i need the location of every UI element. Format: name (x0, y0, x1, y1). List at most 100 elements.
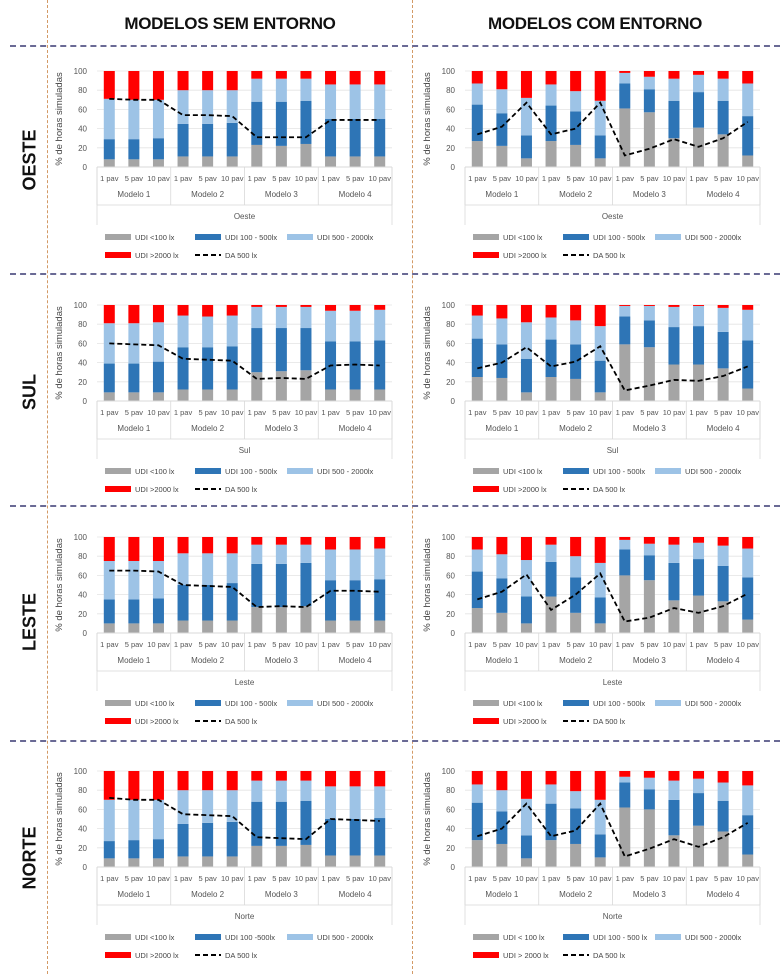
legend-swatch (105, 952, 131, 958)
bar-segment-udi-2000-lx (545, 71, 557, 85)
bar-segment-udi-100-lx (594, 392, 606, 401)
bar-segment-udi-100-lx (128, 623, 140, 633)
bar-segment-udi-100-500lx (668, 327, 680, 365)
legend-item: UDI <100 lx (105, 233, 175, 242)
bar-segment-udi-100-500lx (545, 339, 557, 377)
bar-segment-udi-500-2000lx (496, 318, 508, 345)
bar-segment-udi-100-lx (668, 835, 680, 867)
x-tick-label: 5 pav (272, 174, 291, 183)
bar-segment-udi-2000-lx (619, 771, 631, 777)
x-tick-label: 10 pav (589, 874, 612, 883)
bar-segment-udi-500-2000lx (520, 322, 532, 359)
bar-segment-udi-100-500lx (471, 338, 483, 377)
y-tick-label: 80 (446, 86, 455, 95)
legend-item: UDI >2000 lx (105, 485, 179, 494)
bar-segment-udi-2000-lx (643, 305, 655, 306)
legend-label: UDI 500 - 2000lx (685, 699, 742, 708)
bar-segment-udi-500-2000lx (177, 315, 189, 348)
x-tick-label: 5 pav (640, 408, 659, 417)
x-tick-label: 5 pav (640, 174, 659, 183)
bar-segment-udi-2000-lx (717, 771, 729, 783)
y-tick-label: 40 (446, 825, 455, 834)
bar-segment-udi-2000-lx (226, 771, 238, 791)
legend-item: UDI 500 - 2000lx (287, 233, 374, 242)
bar-segment-udi-100-500-lx (717, 800, 729, 832)
bar-segment-udi-2000-lx (374, 305, 386, 310)
legend-item: DA 500 lx (195, 485, 257, 494)
x-tick-label: 5 pav (493, 408, 512, 417)
bar-segment-udi-100-lx (520, 392, 532, 401)
bar-segment-udi-500-2000lx (275, 306, 287, 329)
bar-segment-udi-100-lx (202, 389, 214, 401)
legend-swatch (563, 700, 589, 706)
bar-segment-udi-100-lx (251, 607, 263, 633)
bar-segment-udi-500-2000lx (693, 305, 705, 327)
x-tick-label: 10 pav (368, 408, 391, 417)
bar-segment-udi-100-500lx (226, 122, 238, 157)
bar-segment-udi-2000-lx (349, 71, 361, 85)
row-label-oeste: OESTE (19, 129, 40, 191)
y-axis-label: % de horas simuladas (54, 772, 65, 866)
bar-segment-udi-500-2000lx (717, 782, 729, 801)
bar-segment-udi-500-2000lx (202, 553, 214, 585)
bar-segment-udi-500-2000lx (520, 560, 532, 597)
legend-label: UDI >2000 lx (503, 485, 547, 494)
legend-swatch (563, 234, 589, 240)
bar-segment-udi-500-2000lx (496, 89, 508, 114)
bar-segment-udi-100-lx (325, 855, 337, 867)
bar-segment-udi-100-500lx (520, 596, 532, 624)
x-tick-label: 5 pav (714, 408, 733, 417)
legend-swatch (473, 486, 499, 492)
bar-segment-udi-100-500lx (300, 328, 312, 371)
bar-segment-udi-2000-lx (668, 771, 680, 781)
bar-segment-udi-2000-lx (202, 305, 214, 317)
bar-segment-udi-100-500lx (471, 104, 483, 142)
bar-segment-udi-2000-lx (103, 771, 115, 800)
bar-segment-udi-100-500lx (619, 316, 631, 345)
vertical-divider-left (47, 0, 48, 974)
bar-segment-udi-500-2000lx (742, 548, 754, 578)
horizontal-divider-3 (10, 505, 780, 507)
bar-segment-udi-2000-lx (374, 71, 386, 85)
x-tick-label: 10 pav (663, 174, 686, 183)
group-label: Modelo 4 (339, 424, 372, 433)
legend-label: UDI <100 lx (503, 233, 543, 242)
legend-swatch (473, 718, 499, 724)
x-tick-label: 10 pav (515, 874, 538, 883)
y-axis-label: % de horas simuladas (54, 306, 65, 400)
bar-segment-udi-500-2000lx (545, 317, 557, 340)
bar-segment-udi-2000-lx (717, 537, 729, 546)
bar-segment-udi-100-lx (374, 389, 386, 401)
da-500-line (477, 345, 749, 392)
legend-item: UDI 500 - 2000lx (287, 933, 374, 942)
bar-segment-udi-2000-lx (177, 71, 189, 91)
x-tick-label: 10 pav (147, 640, 170, 649)
x-tick-label: 1 pav (321, 408, 340, 417)
legend-label: UDI 100 - 500lx (593, 467, 645, 476)
x-tick-label: 10 pav (295, 640, 318, 649)
bar-segment-udi-100-500lx (374, 579, 386, 621)
bar-segment-udi-100-500-lx (471, 802, 483, 841)
bar-segment-udi-2000-lx (570, 537, 582, 557)
group-label: Modelo 3 (633, 190, 666, 199)
x-tick-label: 1 pav (248, 174, 267, 183)
bar-segment-udi-100-lx (349, 620, 361, 633)
bar-segment-udi-100-lx (619, 807, 631, 867)
x-tick-label: 10 pav (368, 874, 391, 883)
bar-segment-udi-500-2000lx (643, 543, 655, 556)
legend-item: DA 500 lx (563, 251, 625, 260)
x-tick-label: 5 pav (272, 640, 291, 649)
bar-segment-udi-500-2000lx (594, 562, 606, 598)
legend-item: UDI 100 - 500lx (195, 699, 277, 708)
bar-segment-udi-100-lx (103, 392, 115, 401)
bar-segment-udi-100-500lx (619, 83, 631, 109)
bar-segment-udi-2000-lx (520, 771, 532, 799)
bar-segment-udi-2000-lx (275, 71, 287, 79)
bar-segment-udi-100-500lx (226, 583, 238, 621)
bar-segment-udi-100-lx (668, 600, 680, 633)
bar-segment-udi-500-2000lx (251, 78, 263, 102)
x-tick-label: 1 pav (542, 874, 561, 883)
bar-segment-udi-100-lx (643, 112, 655, 167)
x-axis-label: Leste (603, 678, 623, 687)
bar-segment-udi-2000-lx (152, 305, 164, 323)
